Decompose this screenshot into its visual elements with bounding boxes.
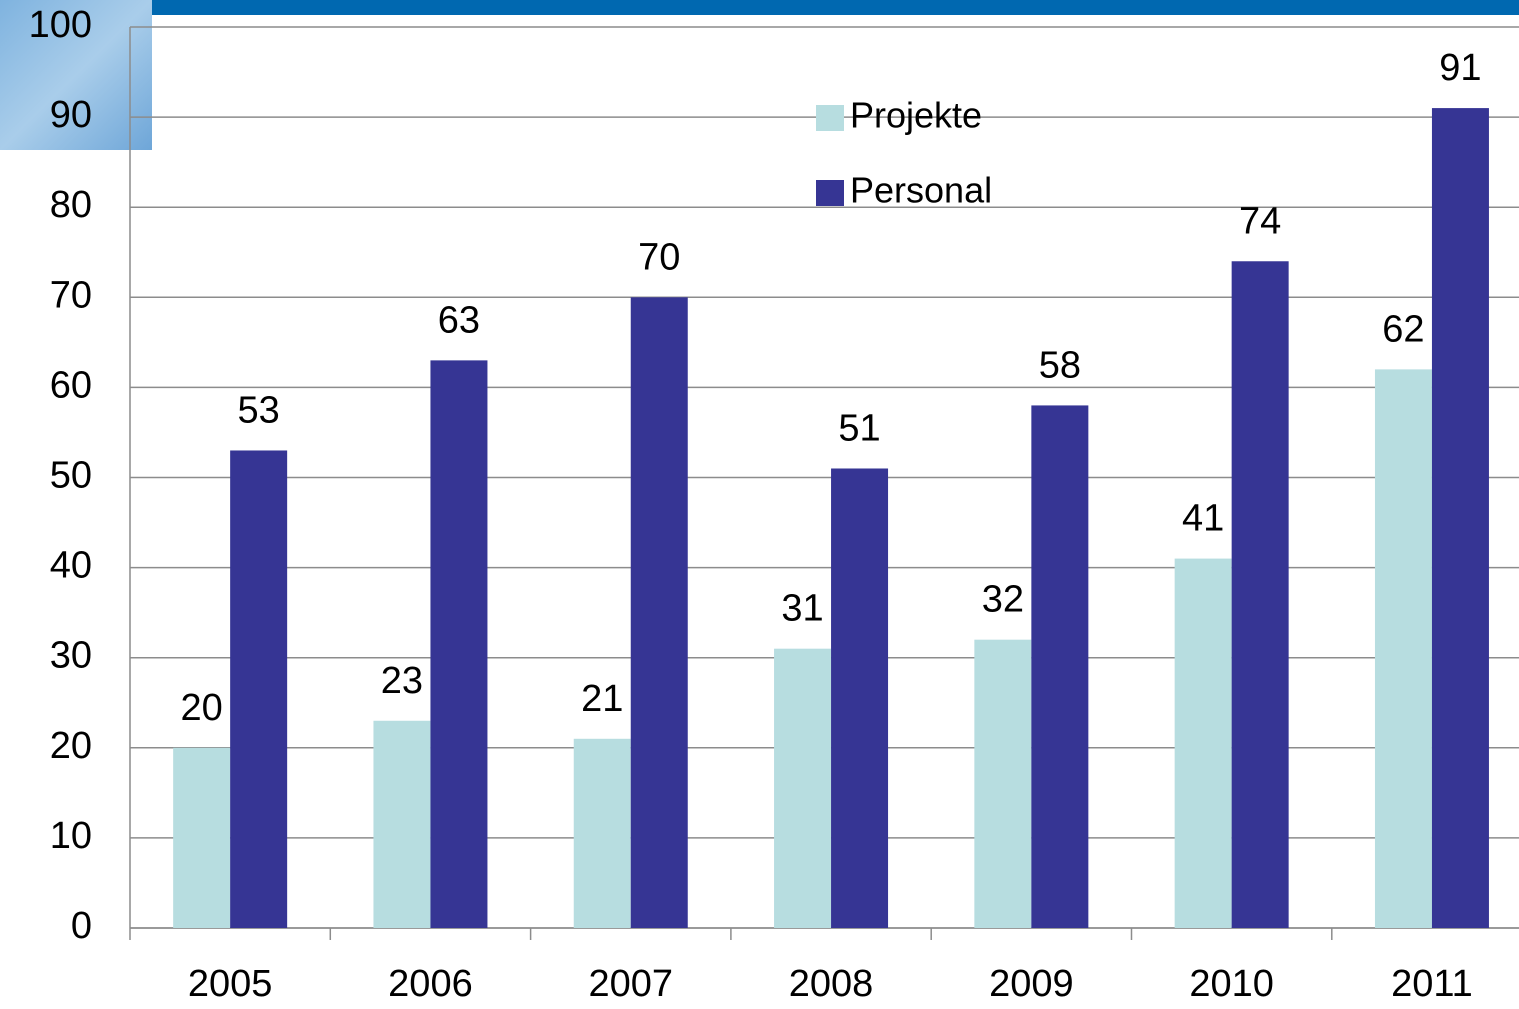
bar [173,748,230,928]
data-label: 74 [1239,200,1281,242]
data-label: 31 [781,588,823,630]
bar [774,649,831,928]
data-label: 70 [638,236,680,278]
page: 0 10 20 30 40 50 60 70 80 90 100 2005 20 53 2006 23 63 20… [0,0,1519,1009]
bar [1175,559,1232,928]
bar [631,297,688,928]
y-tick-label: 90 [50,94,92,136]
y-tick-label: 70 [50,274,92,316]
bar [1031,405,1088,928]
chart: 0 10 20 30 40 50 60 70 80 90 100 2005 20 53 2006 23 63 20… [0,0,1519,1009]
legend-label: Personal [850,170,992,211]
y-tick-label: 100 [29,4,92,46]
data-label: 62 [1382,308,1424,350]
y-tick-label: 50 [50,455,92,497]
bar [831,468,888,928]
x-tick-label: 2005 [188,963,273,1005]
data-label: 51 [838,408,880,450]
x-tick-label: 2009 [989,963,1074,1005]
x-tick-label: 2010 [1189,963,1274,1005]
y-tick-label: 40 [50,545,92,587]
bar [373,721,430,928]
data-label: 21 [581,678,623,720]
legend: Projekte Personal [816,95,992,211]
plot-area: 0 10 20 30 40 50 60 70 80 90 100 2005 20 53 2006 23 63 20… [29,4,1519,1005]
bar [1232,261,1289,928]
legend-label: Projekte [850,95,982,136]
x-tick-label: 2011 [1391,963,1473,1005]
y-tick-label: 30 [50,635,92,677]
data-label: 32 [982,579,1024,621]
data-label: 23 [381,660,423,702]
bar [430,360,487,928]
header-band [0,0,1519,15]
y-tick-label: 10 [50,815,92,857]
bar [230,450,287,928]
y-tick-label: 60 [50,364,92,406]
bar [1432,108,1489,928]
legend-swatch [816,105,844,131]
data-label: 91 [1439,47,1481,89]
bar [974,640,1031,928]
bar [1375,369,1432,928]
y-tick-label: 20 [50,725,92,767]
y-tick-label: 80 [50,184,92,226]
data-label: 58 [1039,344,1081,386]
x-tick-label: 2007 [588,963,673,1005]
data-label: 63 [438,299,480,341]
y-tick-label: 0 [71,905,92,947]
data-label: 41 [1182,498,1224,540]
x-tick-label: 2008 [789,963,874,1005]
data-label: 20 [181,687,223,729]
bar [574,739,631,928]
data-label: 53 [238,390,280,432]
legend-swatch [816,180,844,206]
x-tick-label: 2006 [388,963,473,1005]
